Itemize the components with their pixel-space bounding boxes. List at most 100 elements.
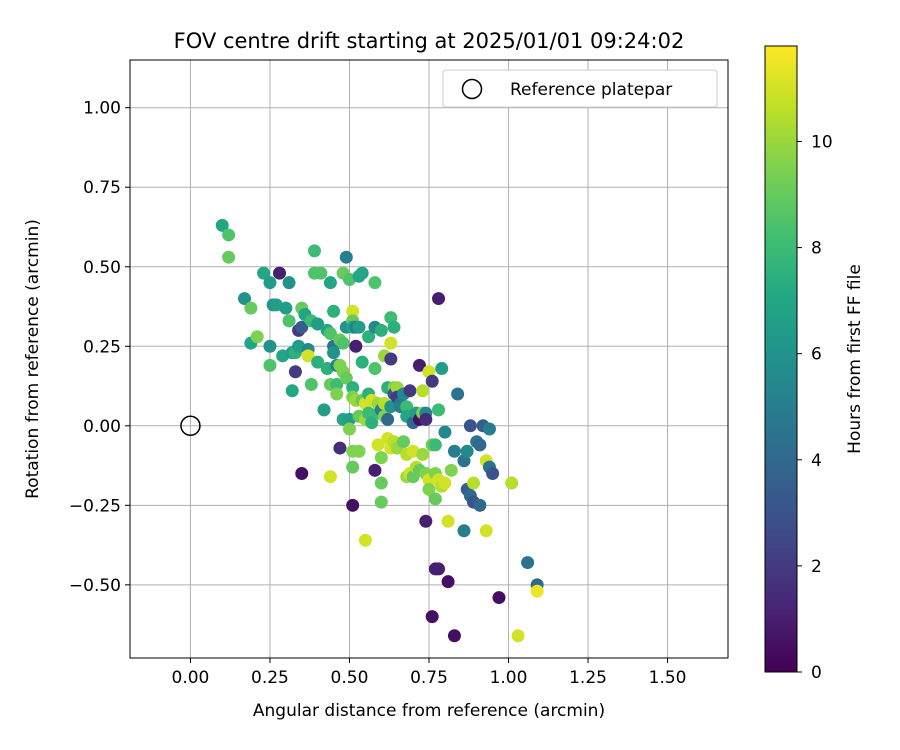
data-point bbox=[371, 438, 385, 452]
data-point bbox=[355, 266, 369, 280]
data-point bbox=[387, 320, 401, 334]
data-point bbox=[438, 425, 452, 439]
data-point bbox=[428, 492, 442, 506]
y-axis-ticks: −0.50 −0.25 0.00 0.25 0.50 0.75 1.00 bbox=[69, 99, 130, 596]
data-point bbox=[432, 562, 446, 576]
x-tick-label: 0.25 bbox=[251, 668, 289, 688]
data-point bbox=[238, 292, 252, 306]
data-point bbox=[273, 266, 286, 280]
data-point bbox=[307, 244, 321, 258]
data-point bbox=[263, 276, 277, 290]
data-point bbox=[521, 556, 535, 570]
colorbar-label: Hours from first FF file bbox=[845, 264, 865, 454]
data-point bbox=[314, 266, 328, 280]
data-point bbox=[432, 292, 446, 306]
data-point bbox=[349, 339, 363, 353]
y-tick-label: 0.25 bbox=[83, 337, 121, 357]
x-axis-label: Angular distance from reference (arcmin) bbox=[253, 701, 605, 721]
data-point bbox=[330, 387, 344, 401]
colorbar-tick-label: 8 bbox=[811, 239, 822, 259]
colorbar-ticks: 0 2 4 6 8 10 bbox=[797, 132, 833, 683]
data-point bbox=[384, 336, 398, 350]
data-point bbox=[317, 403, 331, 417]
data-point bbox=[336, 336, 350, 350]
data-point bbox=[288, 365, 302, 379]
data-point bbox=[432, 403, 446, 417]
data-point bbox=[467, 476, 481, 490]
data-point bbox=[352, 444, 366, 458]
data-point bbox=[416, 384, 430, 398]
data-point bbox=[285, 384, 299, 398]
data-point bbox=[447, 444, 461, 458]
data-point bbox=[505, 476, 519, 490]
data-point bbox=[339, 250, 353, 264]
legend-marker-circle-icon bbox=[461, 78, 483, 100]
data-point bbox=[403, 384, 417, 398]
y-tick-label: 0.75 bbox=[83, 178, 121, 198]
data-point bbox=[422, 482, 436, 496]
data-point bbox=[368, 362, 382, 376]
data-point bbox=[438, 476, 452, 490]
y-tick-label: 0.50 bbox=[83, 258, 121, 278]
data-point bbox=[311, 355, 325, 369]
data-point bbox=[282, 276, 296, 290]
data-point bbox=[397, 435, 411, 449]
data-point bbox=[215, 218, 229, 232]
data-point bbox=[479, 524, 493, 538]
data-point bbox=[333, 441, 347, 455]
data-point bbox=[222, 228, 236, 242]
data-point bbox=[330, 377, 344, 391]
data-point bbox=[257, 266, 271, 280]
data-point bbox=[416, 447, 430, 461]
data-point bbox=[327, 346, 341, 360]
data-point bbox=[447, 629, 461, 643]
legend-label: Reference platepar bbox=[510, 80, 672, 100]
data-point bbox=[451, 387, 465, 401]
data-point bbox=[323, 276, 337, 290]
reference-marker bbox=[180, 415, 201, 437]
data-point bbox=[323, 470, 337, 484]
y-tick-label: −0.25 bbox=[69, 496, 121, 516]
colorbar-tick-label: 2 bbox=[811, 557, 822, 577]
colorbar-tick-label: 10 bbox=[811, 132, 833, 152]
data-point bbox=[441, 514, 455, 528]
colorbar-gradient bbox=[764, 45, 798, 673]
data-point bbox=[486, 467, 500, 481]
data-point bbox=[304, 377, 318, 391]
data-point bbox=[441, 575, 455, 589]
data-point bbox=[263, 358, 277, 372]
x-tick-label: 1.25 bbox=[569, 668, 607, 688]
data-point bbox=[244, 301, 258, 315]
data-point bbox=[419, 412, 433, 426]
data-point bbox=[482, 422, 496, 436]
data-point bbox=[352, 320, 366, 334]
data-point bbox=[374, 323, 388, 337]
x-tick-label: 0.75 bbox=[410, 668, 448, 688]
data-point bbox=[368, 463, 382, 477]
data-point bbox=[362, 330, 376, 344]
grid-lines bbox=[130, 60, 728, 658]
data-point bbox=[460, 444, 474, 458]
data-point bbox=[279, 301, 293, 315]
data-point bbox=[425, 374, 439, 388]
data-point bbox=[473, 438, 487, 452]
data-point bbox=[381, 412, 395, 426]
y-tick-label: −0.50 bbox=[69, 576, 121, 596]
data-point bbox=[323, 327, 337, 341]
data-point bbox=[222, 250, 236, 264]
data-point bbox=[339, 371, 353, 385]
data-point bbox=[425, 610, 439, 624]
x-tick-label: 0.50 bbox=[331, 668, 369, 688]
colorbar: 0 2 4 6 8 10 Hours from first FF file bbox=[764, 45, 865, 683]
data-point bbox=[384, 352, 398, 366]
data-point bbox=[346, 460, 360, 474]
colorbar-tick-label: 0 bbox=[811, 663, 822, 683]
data-point bbox=[511, 629, 525, 643]
data-point bbox=[295, 320, 309, 334]
data-point bbox=[346, 498, 360, 512]
data-points bbox=[215, 218, 544, 643]
data-point bbox=[311, 317, 325, 331]
data-point bbox=[346, 304, 360, 318]
legend-box bbox=[442, 69, 718, 108]
x-tick-label: 0.00 bbox=[172, 668, 210, 688]
